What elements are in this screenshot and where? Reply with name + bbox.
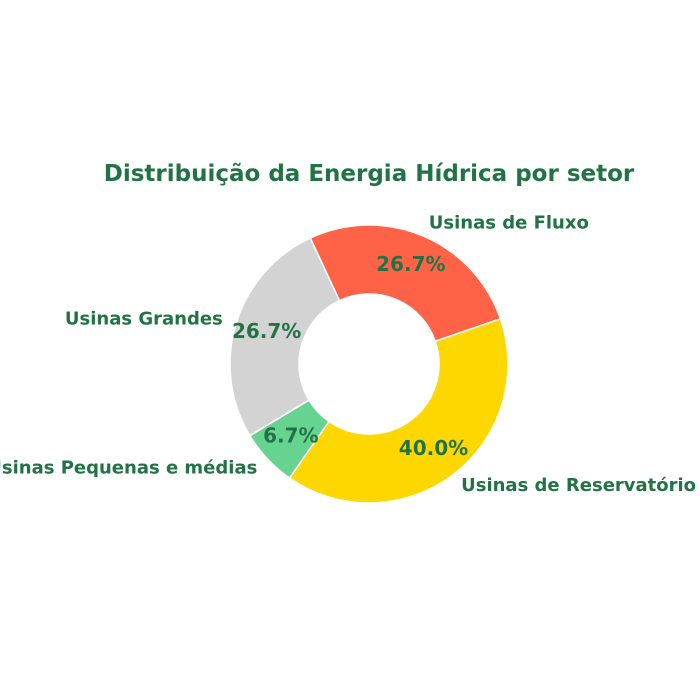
percent-label-3: 26.7%	[232, 319, 301, 343]
slice-0	[309, 224, 502, 343]
percent-labels-group: 26.7% 40.0% 6.7% 26.7%	[232, 252, 468, 460]
percent-label-2: 6.7%	[263, 424, 318, 448]
chart-title: Distribuição da Energia Hídrica por seto…	[104, 161, 635, 187]
percent-label-1: 40.0%	[399, 436, 468, 460]
slice-label-3: Usinas Grandes	[65, 308, 223, 329]
outer-labels-group: Usinas de Fluxo Usinas de Reservatório Usi…	[0, 212, 696, 496]
slices-group	[229, 224, 509, 504]
slice-label-2: Usinas Pequenas e médias	[0, 457, 257, 478]
slice-3	[229, 237, 341, 437]
slice-1	[288, 317, 509, 504]
slice-label-0: Usinas de Fluxo	[429, 212, 589, 233]
percent-label-0: 26.7%	[376, 252, 445, 276]
slice-label-1: Usinas de Reservatório	[461, 475, 696, 496]
